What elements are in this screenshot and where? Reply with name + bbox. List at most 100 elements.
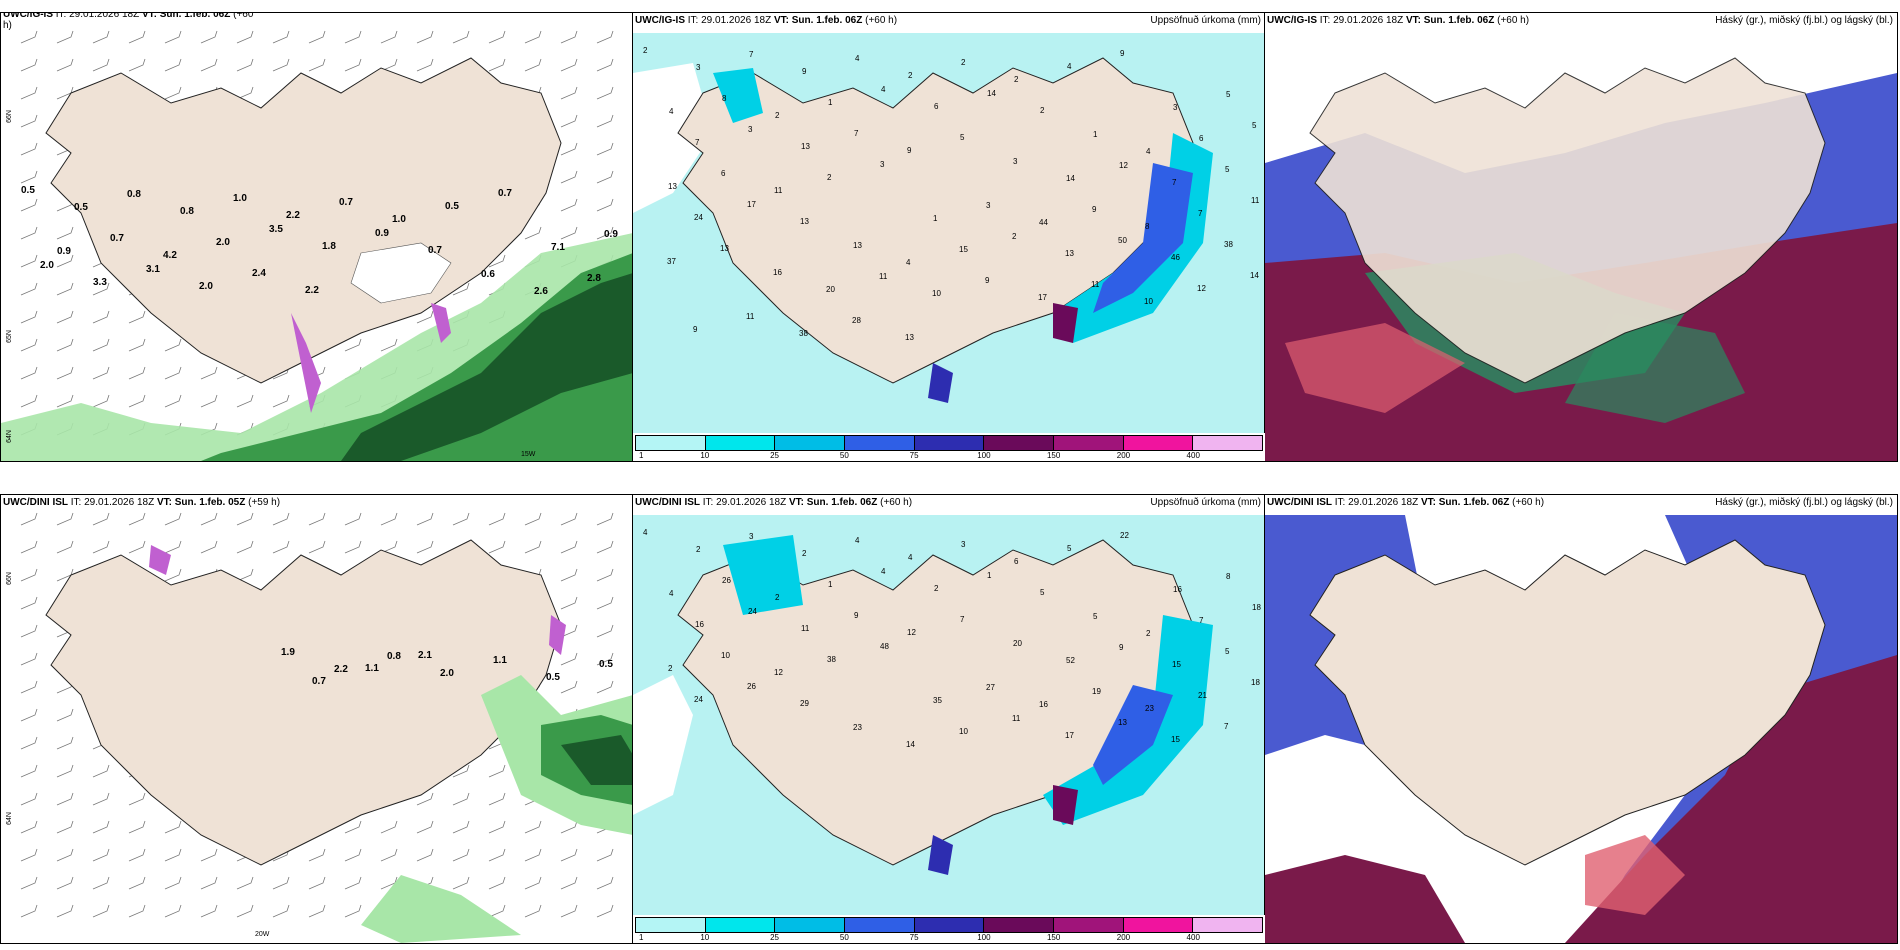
wind-barb (164, 540, 182, 554)
colorbar-swatch (705, 918, 776, 932)
wind-barb (200, 394, 218, 408)
value-label: 0.7 (110, 233, 124, 244)
value-label: 1 (1093, 130, 1098, 139)
wind-map: 0.5 0.5 0.8 0.8 1.0 2.2 0.7 1.0 0.5 0.7 7.1 0.9 0.9 0… (1, 30, 633, 461)
panel-variable-label: Háský (gr.), miðský (fj.bl.) og lágský (… (1715, 497, 1893, 508)
wind-barb (20, 310, 38, 324)
value-label: 24 (748, 607, 757, 616)
wind-barb (596, 652, 614, 666)
value-label: 3.3 (93, 277, 107, 288)
wind-barb (56, 876, 74, 890)
wind-barb (92, 338, 110, 352)
value-label: 0.5 (445, 201, 459, 212)
colorbar-swatch (775, 436, 846, 450)
panel-title: UWC/IG-IS IT: 29.01.2026 18Z VT: Sun. 1.… (1267, 15, 1530, 26)
value-label: 50 (1118, 236, 1127, 245)
wind-barb (92, 58, 110, 72)
wind-barb (380, 58, 398, 72)
colorbar-swatch (1054, 436, 1124, 450)
wind-barb (236, 512, 254, 526)
value-label: 9 (1120, 49, 1125, 58)
value-label: 13 (905, 333, 914, 342)
value-label: 12 (907, 628, 916, 637)
wind-barb (452, 282, 470, 296)
wind-barb (344, 848, 362, 862)
wind-barb (488, 512, 506, 526)
wind-barb (596, 58, 614, 72)
value-label: 5 (1226, 90, 1231, 99)
value-label: 2.1 (418, 650, 432, 661)
wind-barb (128, 58, 146, 72)
wind-barb (128, 30, 146, 44)
wind-barb (416, 58, 434, 72)
value-label: 2.2 (334, 664, 348, 675)
wind-barb (488, 540, 506, 554)
colorbar-label: 10 (700, 451, 710, 460)
wind-barb (596, 540, 614, 554)
value-label: 13 (668, 182, 677, 191)
value-label: 2.2 (286, 210, 300, 221)
value-label: 23 (1145, 704, 1154, 713)
wind-barb (272, 876, 290, 890)
wind-barb (344, 540, 362, 554)
wind-barb (92, 764, 110, 778)
value-label: 13 (800, 217, 809, 226)
wind-barb (524, 820, 542, 834)
wind-barb (560, 58, 578, 72)
wind-barb (416, 540, 434, 554)
value-label: 4 (855, 536, 860, 545)
wind-barb (488, 254, 506, 268)
colorbar-label: 100 (977, 933, 991, 942)
value-label: 0.6 (481, 269, 495, 280)
wind-barb (488, 792, 506, 806)
colorbar-label: 400 (1186, 933, 1200, 942)
wind-barb (20, 142, 38, 156)
wind-barb (596, 596, 614, 610)
value-label: 3.1 (146, 264, 160, 275)
value-label: 2 (775, 111, 780, 120)
wind-barb (596, 680, 614, 694)
value-label: 4 (669, 107, 674, 116)
value-label: 27 (986, 683, 995, 692)
panel-top-precip: UWC/IG-IS IT: 29.01.2026 18Z VT: Sun. 1.… (632, 12, 1266, 462)
wind-barb (272, 58, 290, 72)
wind-barb (272, 30, 290, 44)
value-label: 3 (961, 540, 966, 549)
wind-barb (236, 58, 254, 72)
wind-barb (596, 198, 614, 212)
value-label: 46 (1171, 253, 1180, 262)
wind-barb (596, 142, 614, 156)
value-label: 4 (908, 553, 913, 562)
wind-barb (164, 904, 182, 918)
value-label: 2 (961, 58, 966, 67)
wind-barb (380, 540, 398, 554)
value-label: 5 (1067, 544, 1072, 553)
value-label: 7 (960, 615, 965, 624)
colorbar-swatch (636, 918, 706, 932)
value-label: 3 (880, 160, 885, 169)
value-label: 0.9 (375, 228, 389, 239)
wind-barb (596, 904, 614, 918)
colorbar-label: 1 (639, 451, 644, 460)
value-label: 23 (853, 723, 862, 732)
wind-barb (20, 86, 38, 100)
value-label: 17 (1065, 731, 1074, 740)
value-label: 9 (802, 67, 807, 76)
value-label: 3 (1013, 157, 1018, 166)
value-label: 4 (881, 567, 886, 576)
value-label: 3 (1173, 103, 1178, 112)
wind-barb (20, 708, 38, 722)
wind-barb (56, 58, 74, 72)
wind-barb (308, 904, 326, 918)
wind-barb (236, 394, 254, 408)
wind-barb (416, 30, 434, 44)
wind-barb (452, 764, 470, 778)
value-label: 19 (1092, 687, 1101, 696)
wind-barb (560, 820, 578, 834)
wind-barb (20, 848, 38, 862)
value-label: 9 (1092, 205, 1097, 214)
value-label: 48 (880, 642, 889, 651)
colorbar-swatch (845, 918, 915, 932)
wind-barb (560, 848, 578, 862)
value-label: 0.7 (312, 676, 326, 687)
